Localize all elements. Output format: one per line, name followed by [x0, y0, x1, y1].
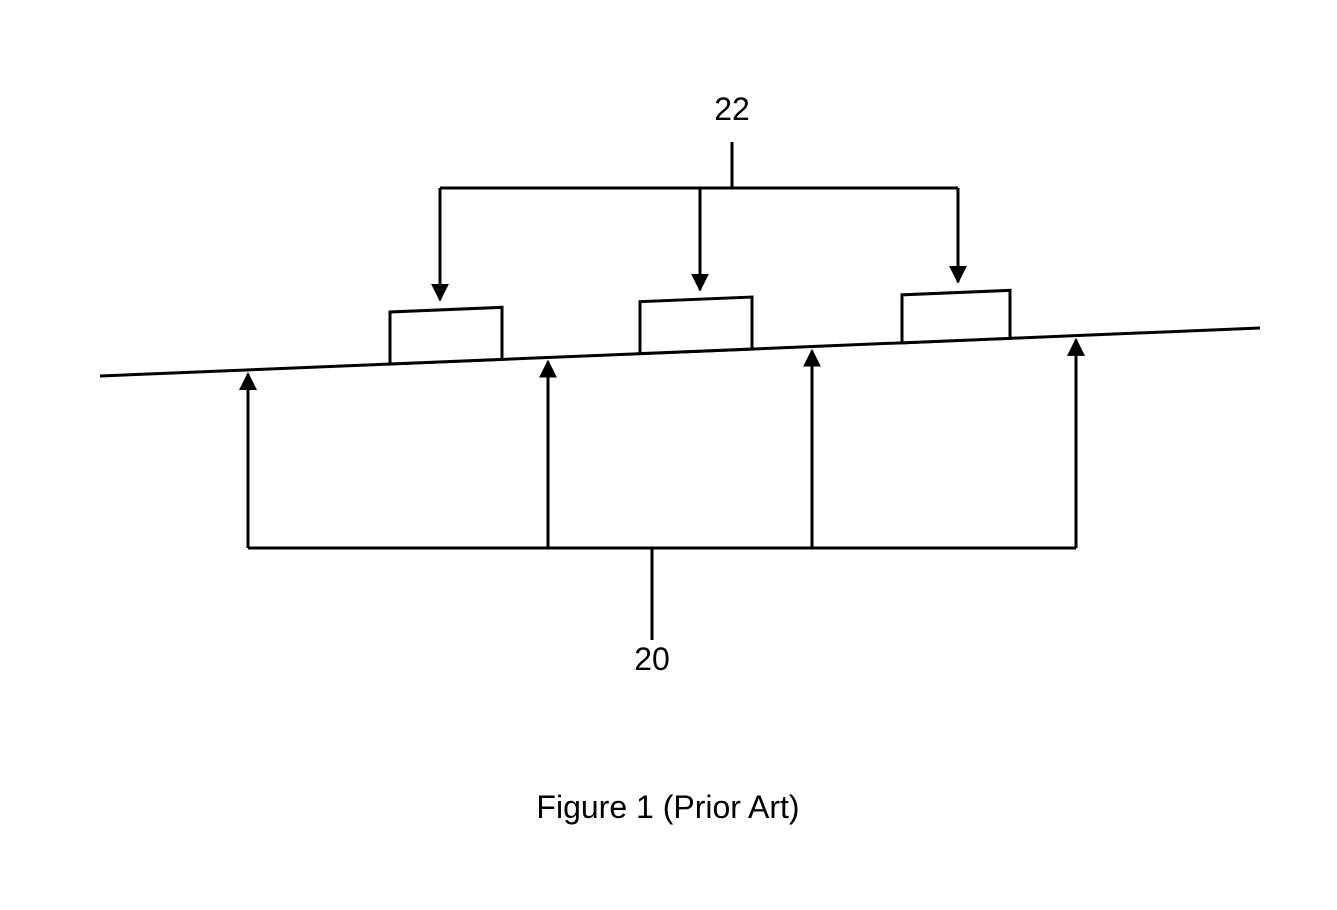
block-3 [902, 290, 1010, 342]
figure-diagram: 22 20 Figure 1 (Prior Art) [0, 0, 1337, 910]
block-2 [640, 297, 752, 354]
label-20: 20 [634, 641, 670, 677]
label-22: 22 [714, 91, 750, 127]
block-1 [390, 307, 502, 364]
figure-caption: Figure 1 (Prior Art) [536, 789, 799, 825]
